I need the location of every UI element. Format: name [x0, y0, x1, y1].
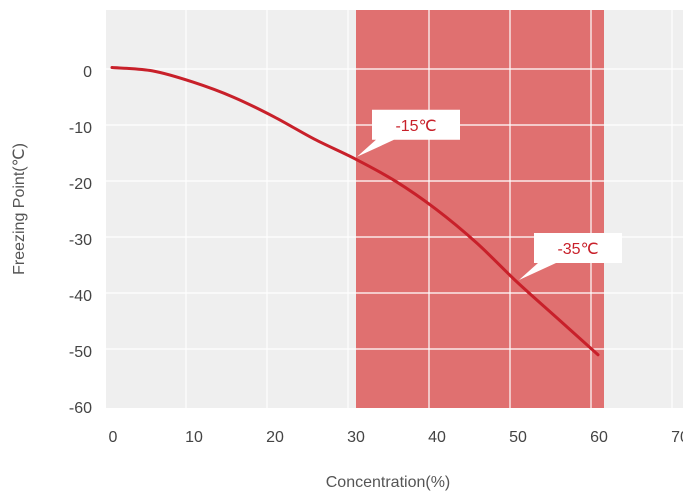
y-axis-title: Freezing Point(℃) — [11, 143, 28, 275]
y-tick-label: -50 — [69, 344, 92, 361]
x-tick-label: 10 — [185, 429, 203, 446]
callout-box — [357, 109, 460, 157]
callout-label: -35℃ — [557, 241, 598, 258]
x-tick-label: 0 — [109, 429, 118, 446]
y-tick-label: -20 — [69, 176, 92, 193]
x-tick-label: 70 — [671, 429, 683, 446]
x-tick-label: 30 — [347, 429, 365, 446]
y-tick-label: -30 — [69, 232, 92, 249]
callout-label: -15℃ — [395, 118, 436, 135]
x-tick-label: 50 — [509, 429, 527, 446]
x-tick-label: 60 — [590, 429, 608, 446]
y-tick-label: -40 — [69, 288, 92, 305]
x-tick-label: 20 — [266, 429, 284, 446]
x-axis-title: Concentration(%) — [326, 474, 451, 491]
y-tick-label: -60 — [69, 400, 92, 417]
highlight-band — [356, 10, 604, 408]
callout-box — [519, 233, 622, 280]
y-tick-label: -10 — [69, 120, 92, 137]
freezing-point-line — [110, 66, 600, 357]
x-tick-label: 40 — [428, 429, 446, 446]
y-tick-label: 0 — [83, 64, 92, 81]
